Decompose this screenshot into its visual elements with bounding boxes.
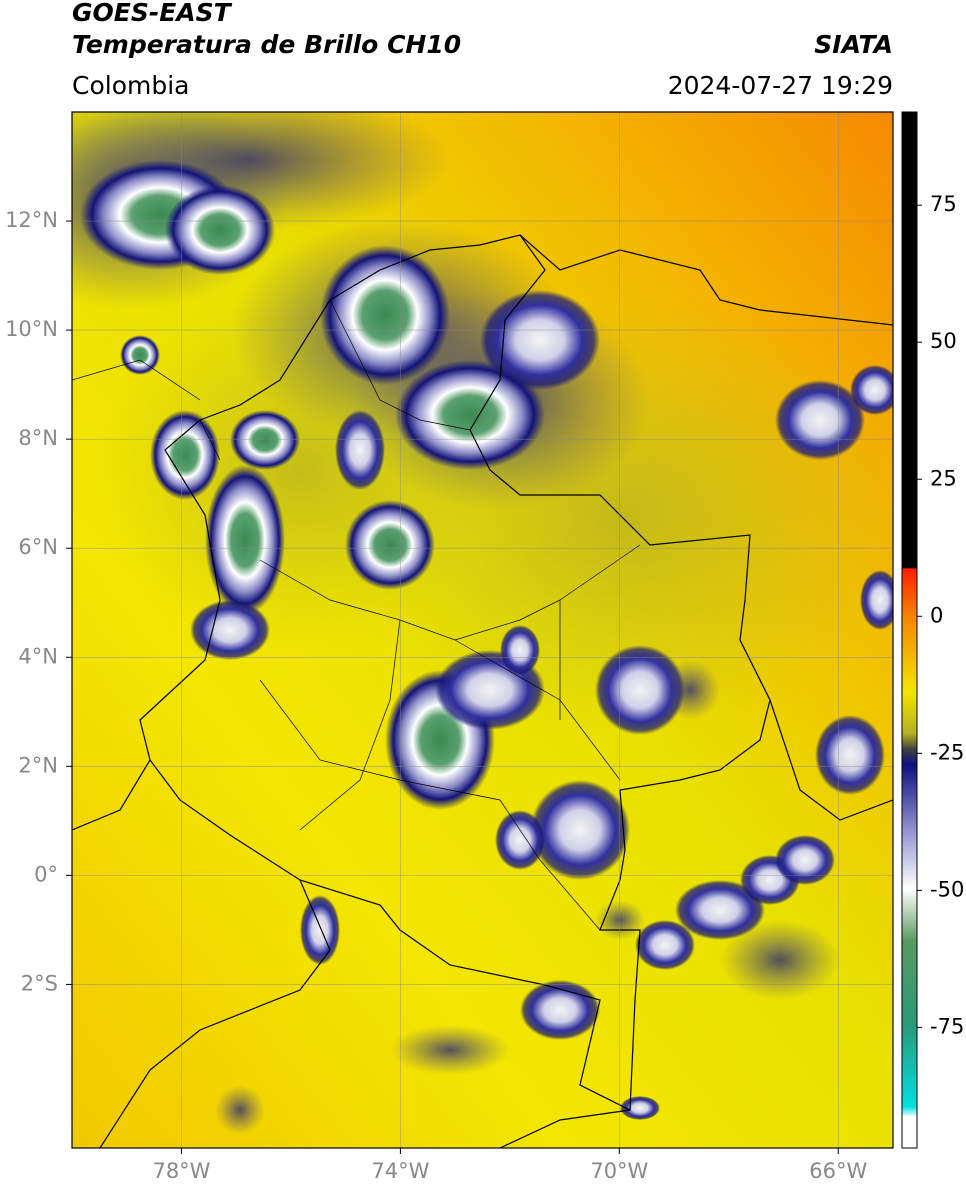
cloud-top — [720, 920, 840, 1000]
grid — [72, 112, 893, 1148]
colorbar-tick-label: 50 — [930, 329, 957, 353]
clouds — [72, 112, 893, 1135]
title: GOES-EAST — [72, 0, 233, 27]
country-border — [72, 759, 331, 1148]
cloud-top — [495, 810, 545, 870]
cloud-top — [480, 290, 600, 390]
region: Colombia — [72, 71, 189, 100]
cloud-top — [300, 895, 340, 965]
axes: 78°W 74°W 70°W 66°W 12°N 10°N 8°N 6°N 4°N 2°N 0° 2°… — [5, 192, 964, 1183]
cloud-top — [190, 600, 270, 660]
y-tick-label: 12°N — [5, 208, 58, 232]
cloud-top — [500, 625, 540, 675]
cloud-top — [775, 380, 865, 460]
y-tick-label: 8°N — [18, 426, 58, 450]
y-tick-label: 0° — [34, 862, 58, 886]
timestamp: 2024-07-27 19:29 — [668, 71, 893, 100]
cloud-top — [335, 410, 385, 490]
cloud-top — [595, 900, 645, 940]
cloud-top — [775, 835, 835, 885]
y-tick-label: 6°N — [18, 535, 58, 559]
subtitle: Temperatura de Brillo CH10 — [72, 30, 461, 59]
x-tick-label: 74°W — [371, 1159, 429, 1183]
cloud-top — [390, 1025, 510, 1075]
cloud-top — [320, 245, 450, 385]
y-tick-label: 2°S — [21, 971, 58, 995]
cloud-top — [120, 335, 160, 375]
cloud-top — [345, 500, 435, 590]
country-border — [139, 234, 771, 1111]
map-image — [72, 112, 893, 1148]
cloud-top — [395, 360, 545, 470]
cloud-top — [815, 715, 885, 795]
country-border — [769, 699, 893, 821]
colorbar — [901, 111, 918, 1149]
cloud-top — [675, 880, 765, 940]
region-border — [72, 299, 471, 461]
colorbar-tick-label: 25 — [930, 466, 957, 490]
cloud-top — [230, 410, 300, 470]
y-tick-label: 2°N — [18, 753, 58, 777]
coastline — [519, 234, 893, 326]
cloud-top — [860, 570, 893, 630]
colorbar-tick-label: -50 — [930, 877, 964, 901]
borders — [72, 234, 893, 1148]
region-border — [259, 544, 641, 931]
cloud-top — [215, 1085, 265, 1135]
cloud-top — [660, 660, 720, 720]
x-tick-label: 78°W — [152, 1159, 210, 1183]
cloud-top — [530, 780, 630, 880]
country-border — [499, 1109, 631, 1148]
source: SIATA — [814, 30, 893, 59]
cloud-top — [165, 185, 275, 275]
colorbar-tick-label: 0 — [930, 603, 943, 627]
y-tick-label: 4°N — [18, 644, 58, 668]
cloud-top — [595, 645, 685, 735]
colorbar-tick-label: -25 — [930, 740, 964, 764]
cloud-top — [205, 465, 285, 615]
x-tick-label: 70°W — [590, 1159, 648, 1183]
cloud-top — [150, 410, 220, 500]
cloud-top — [850, 365, 893, 415]
x-tick-label: 66°W — [809, 1159, 867, 1183]
map-frame — [71, 111, 894, 1149]
cloud-top — [635, 920, 695, 970]
colorbar-tick-label: -75 — [930, 1014, 964, 1038]
colorbar-tick-label: 75 — [930, 192, 957, 216]
y-tick-label: 10°N — [5, 317, 58, 341]
